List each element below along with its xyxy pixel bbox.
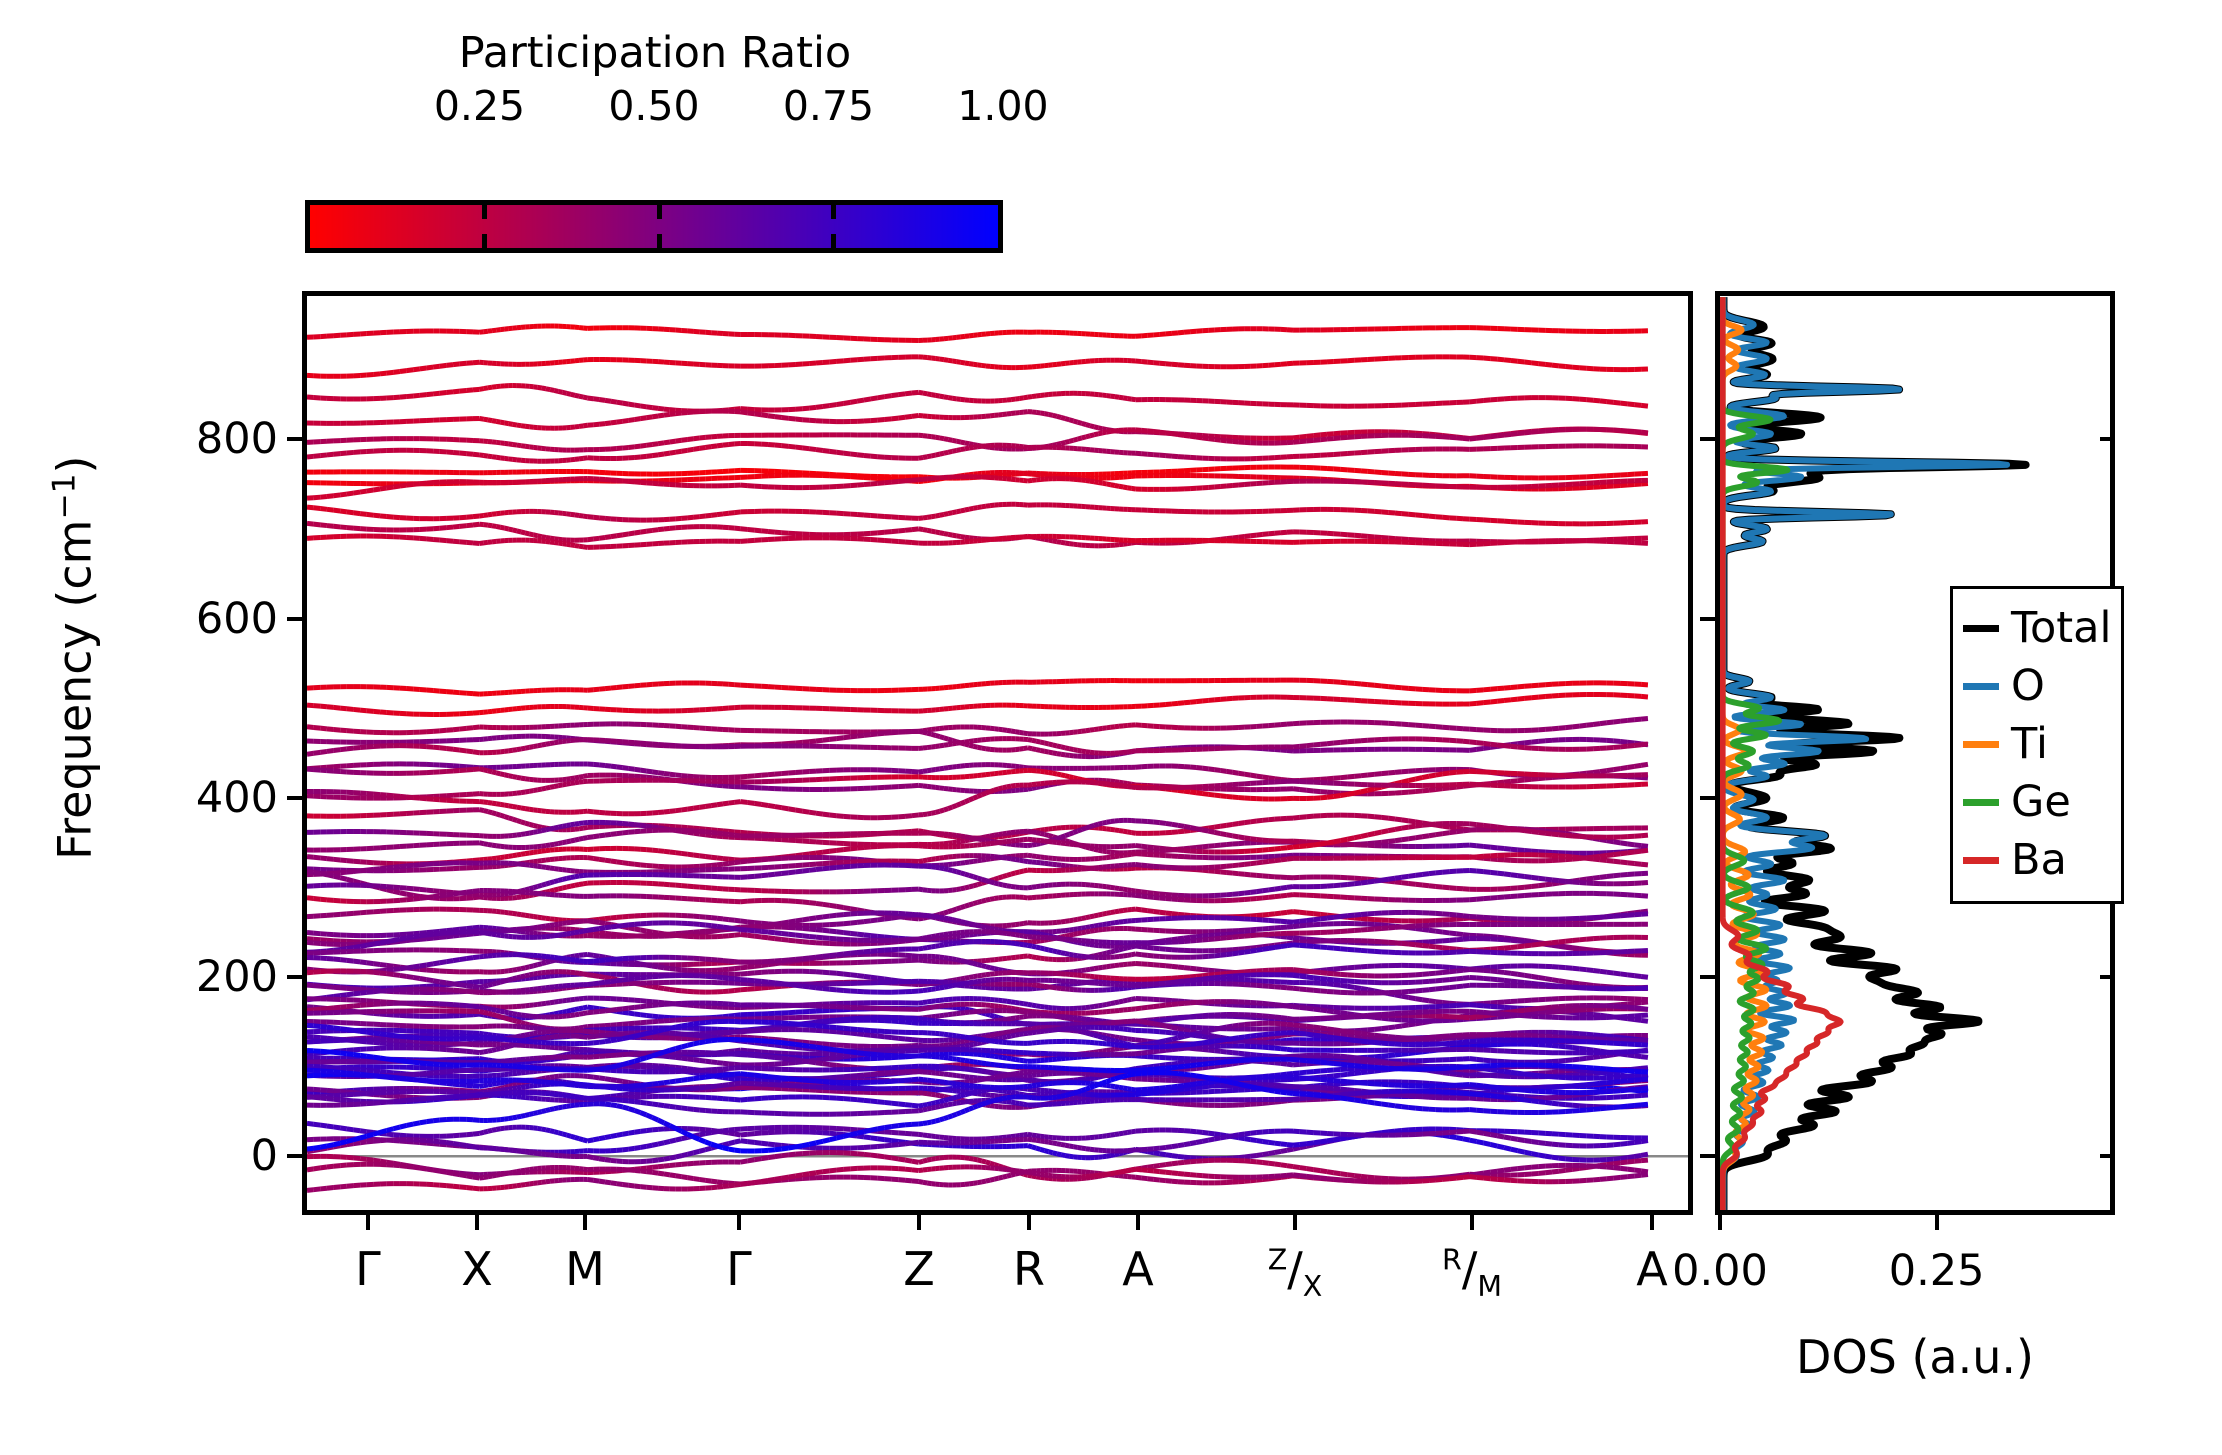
band-x-tick-mark [1470,1215,1474,1230]
colorbar-tick-label: 1.00 [957,82,1049,130]
dos-curve-ba [1720,296,1844,1210]
band-x-tick-label: R/M [1442,1242,1502,1303]
legend-item: Ti [1963,715,2113,773]
legend-color-swatch [1963,682,1999,690]
band-x-tick-label: A [1122,1242,1154,1296]
participation-ratio-colorbar [305,200,1003,253]
colorbar-tick-mark [482,205,487,219]
band-x-tick-label: R [1013,1242,1045,1296]
legend-item: Ge [1963,773,2113,831]
legend-label: O [2011,660,2045,711]
colorbar-tick-label: 0.25 [433,82,526,130]
legend-label: Total [2011,602,2112,653]
band-x-tick-mark [583,1215,587,1230]
colorbar-tick-mark [831,205,836,219]
band-y-tick-mark [287,975,302,980]
dos-y-tick-mark [1700,616,1715,621]
band-y-tick-label: 600 [195,593,278,644]
band-x-tick-label: A [1636,1242,1668,1296]
dos-curve-o [1720,296,2011,1210]
legend-label: Ge [2011,776,2071,827]
dos-y-tick-mark [1700,437,1715,442]
band-x-tick-mark [1027,1215,1031,1230]
band-x-tick-mark [1650,1215,1654,1230]
band-structure-panel [302,291,1693,1215]
dos-x-tick-label: 0.25 [1888,1246,1985,1296]
dos-x-tick-mark [1718,1215,1722,1230]
band-x-tick-mark [917,1215,921,1230]
band-x-tick-mark [737,1215,741,1230]
band-x-tick-mark [1136,1215,1140,1230]
legend-item: O [1963,657,2113,715]
band-y-tick-label: 800 [195,414,278,465]
band-x-tick-label: X [461,1242,493,1296]
legend-color-swatch [1963,740,1999,748]
band-y-tick-mark [287,616,302,621]
band-x-tick-label: M [565,1242,605,1296]
colorbar-tick-label: 0.75 [782,82,875,130]
band-y-tick-mark [287,795,302,800]
band-x-tick-label: Γ [355,1242,381,1296]
dos-y-tick-mark [2100,975,2115,980]
dos-y-tick-mark [1700,1154,1715,1159]
dos-y-tick-mark [2100,1154,2115,1159]
dos-y-tick-mark [1700,975,1715,980]
legend-item: Ba [1963,831,2113,889]
band-x-tick-mark [475,1215,479,1230]
band-y-tick-mark [287,437,302,442]
band-x-tick-label: Z/X [1267,1242,1323,1303]
colorbar-tick-labels: 0.25 0.50 0.75 1.00 [305,82,1049,138]
dos-legend: Total O Ti Ge Ba [1950,586,2124,904]
colorbar-tick-mark [482,234,487,248]
legend-color-swatch [1963,856,1999,864]
band-x-tick-label: Γ [726,1242,752,1296]
band-x-tick-mark [366,1215,370,1230]
band-y-tick-label: 0 [250,1131,278,1182]
band-x-tick-label: Z [903,1242,935,1296]
dos-y-tick-mark [1700,795,1715,800]
band-y-tick-mark [287,1154,302,1159]
colorbar-tick-label: 0.50 [608,82,700,130]
legend-item: Total [1963,599,2113,657]
band-x-tick-mark [1293,1215,1297,1230]
colorbar-tick-mark [656,205,662,219]
legend-label: Ba [2011,834,2067,885]
colorbar-tick-mark [656,234,662,248]
band-y-tick-label: 400 [195,772,278,823]
dos-x-axis-label: DOS (a.u.) [1796,1330,2034,1384]
band-structure-plot [307,323,1688,1193]
colorbar-tick-mark [831,234,836,248]
dos-plot [1720,296,2030,1210]
dos-x-tick-label: 0.00 [1672,1246,1768,1296]
colorbar-title: Participation Ratio [458,28,852,78]
band-y-tick-label: 200 [195,952,278,1003]
legend-label: Ti [2011,718,2048,769]
legend-color-swatch [1963,798,1999,806]
legend-color-swatch [1963,624,1999,632]
band-y-axis-label: Frequency (cm−1) [46,455,102,860]
dos-y-tick-mark [2100,437,2115,442]
dos-x-tick-mark [1934,1215,1939,1230]
